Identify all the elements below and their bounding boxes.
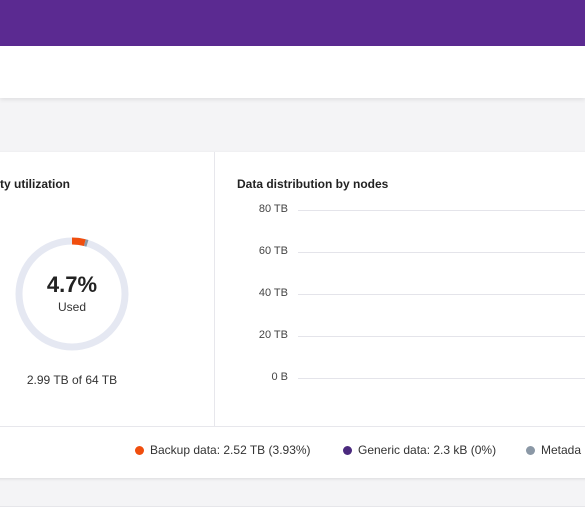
legend-label: Metada [541,443,582,457]
legend-divider [0,426,585,427]
top-navigation-bar [0,0,585,46]
y-axis-tick-label: 20 TB [258,329,288,341]
used-percentage: 4.7% [46,272,98,297]
legend-color-dot [526,445,535,455]
legend-item: Generic data: 2.3 kB (0%) [343,443,496,457]
data-distribution-title: Data distribution by nodes [237,177,389,191]
panel-divider [214,152,215,426]
legend-item: Metada [526,443,581,457]
donut-segment-backup [71,237,86,247]
legend-label: Generic data: 2.3 kB (0%) [358,443,497,457]
y-axis-tick-label: 80 TB [258,203,288,215]
chart-gridline [298,210,585,211]
donut-segment-metadata [83,239,89,247]
chart-gridline [298,336,585,337]
capacity-utilization-title: city utilization [0,177,71,191]
storage-overview-card: city utilization 4.7% Used 2.99 TB of 64… [0,152,585,478]
legend-color-dot [343,445,352,455]
chart-gridline [298,378,585,379]
chart-gridline [298,252,585,253]
capacity-donut-chart [15,237,129,351]
legend-item: Backup data: 2.52 TB (3.93%) [135,443,311,457]
y-axis-tick-label: 60 TB [258,245,288,257]
used-label: Used [57,300,86,314]
capacity-utilization-panel: city utilization 4.7% Used 2.99 TB of 64… [0,152,214,426]
capacity-summary: 2.99 TB of 64 TB [26,373,118,387]
y-axis-tick-label: 0 B [271,371,288,383]
legend-color-dot [135,445,144,455]
page-header [0,46,585,98]
next-card [0,506,585,527]
legend-label: Backup data: 2.52 TB (3.93%) [150,443,311,457]
chart-gridline [298,294,585,295]
y-axis-tick-label: 40 TB [258,287,288,299]
